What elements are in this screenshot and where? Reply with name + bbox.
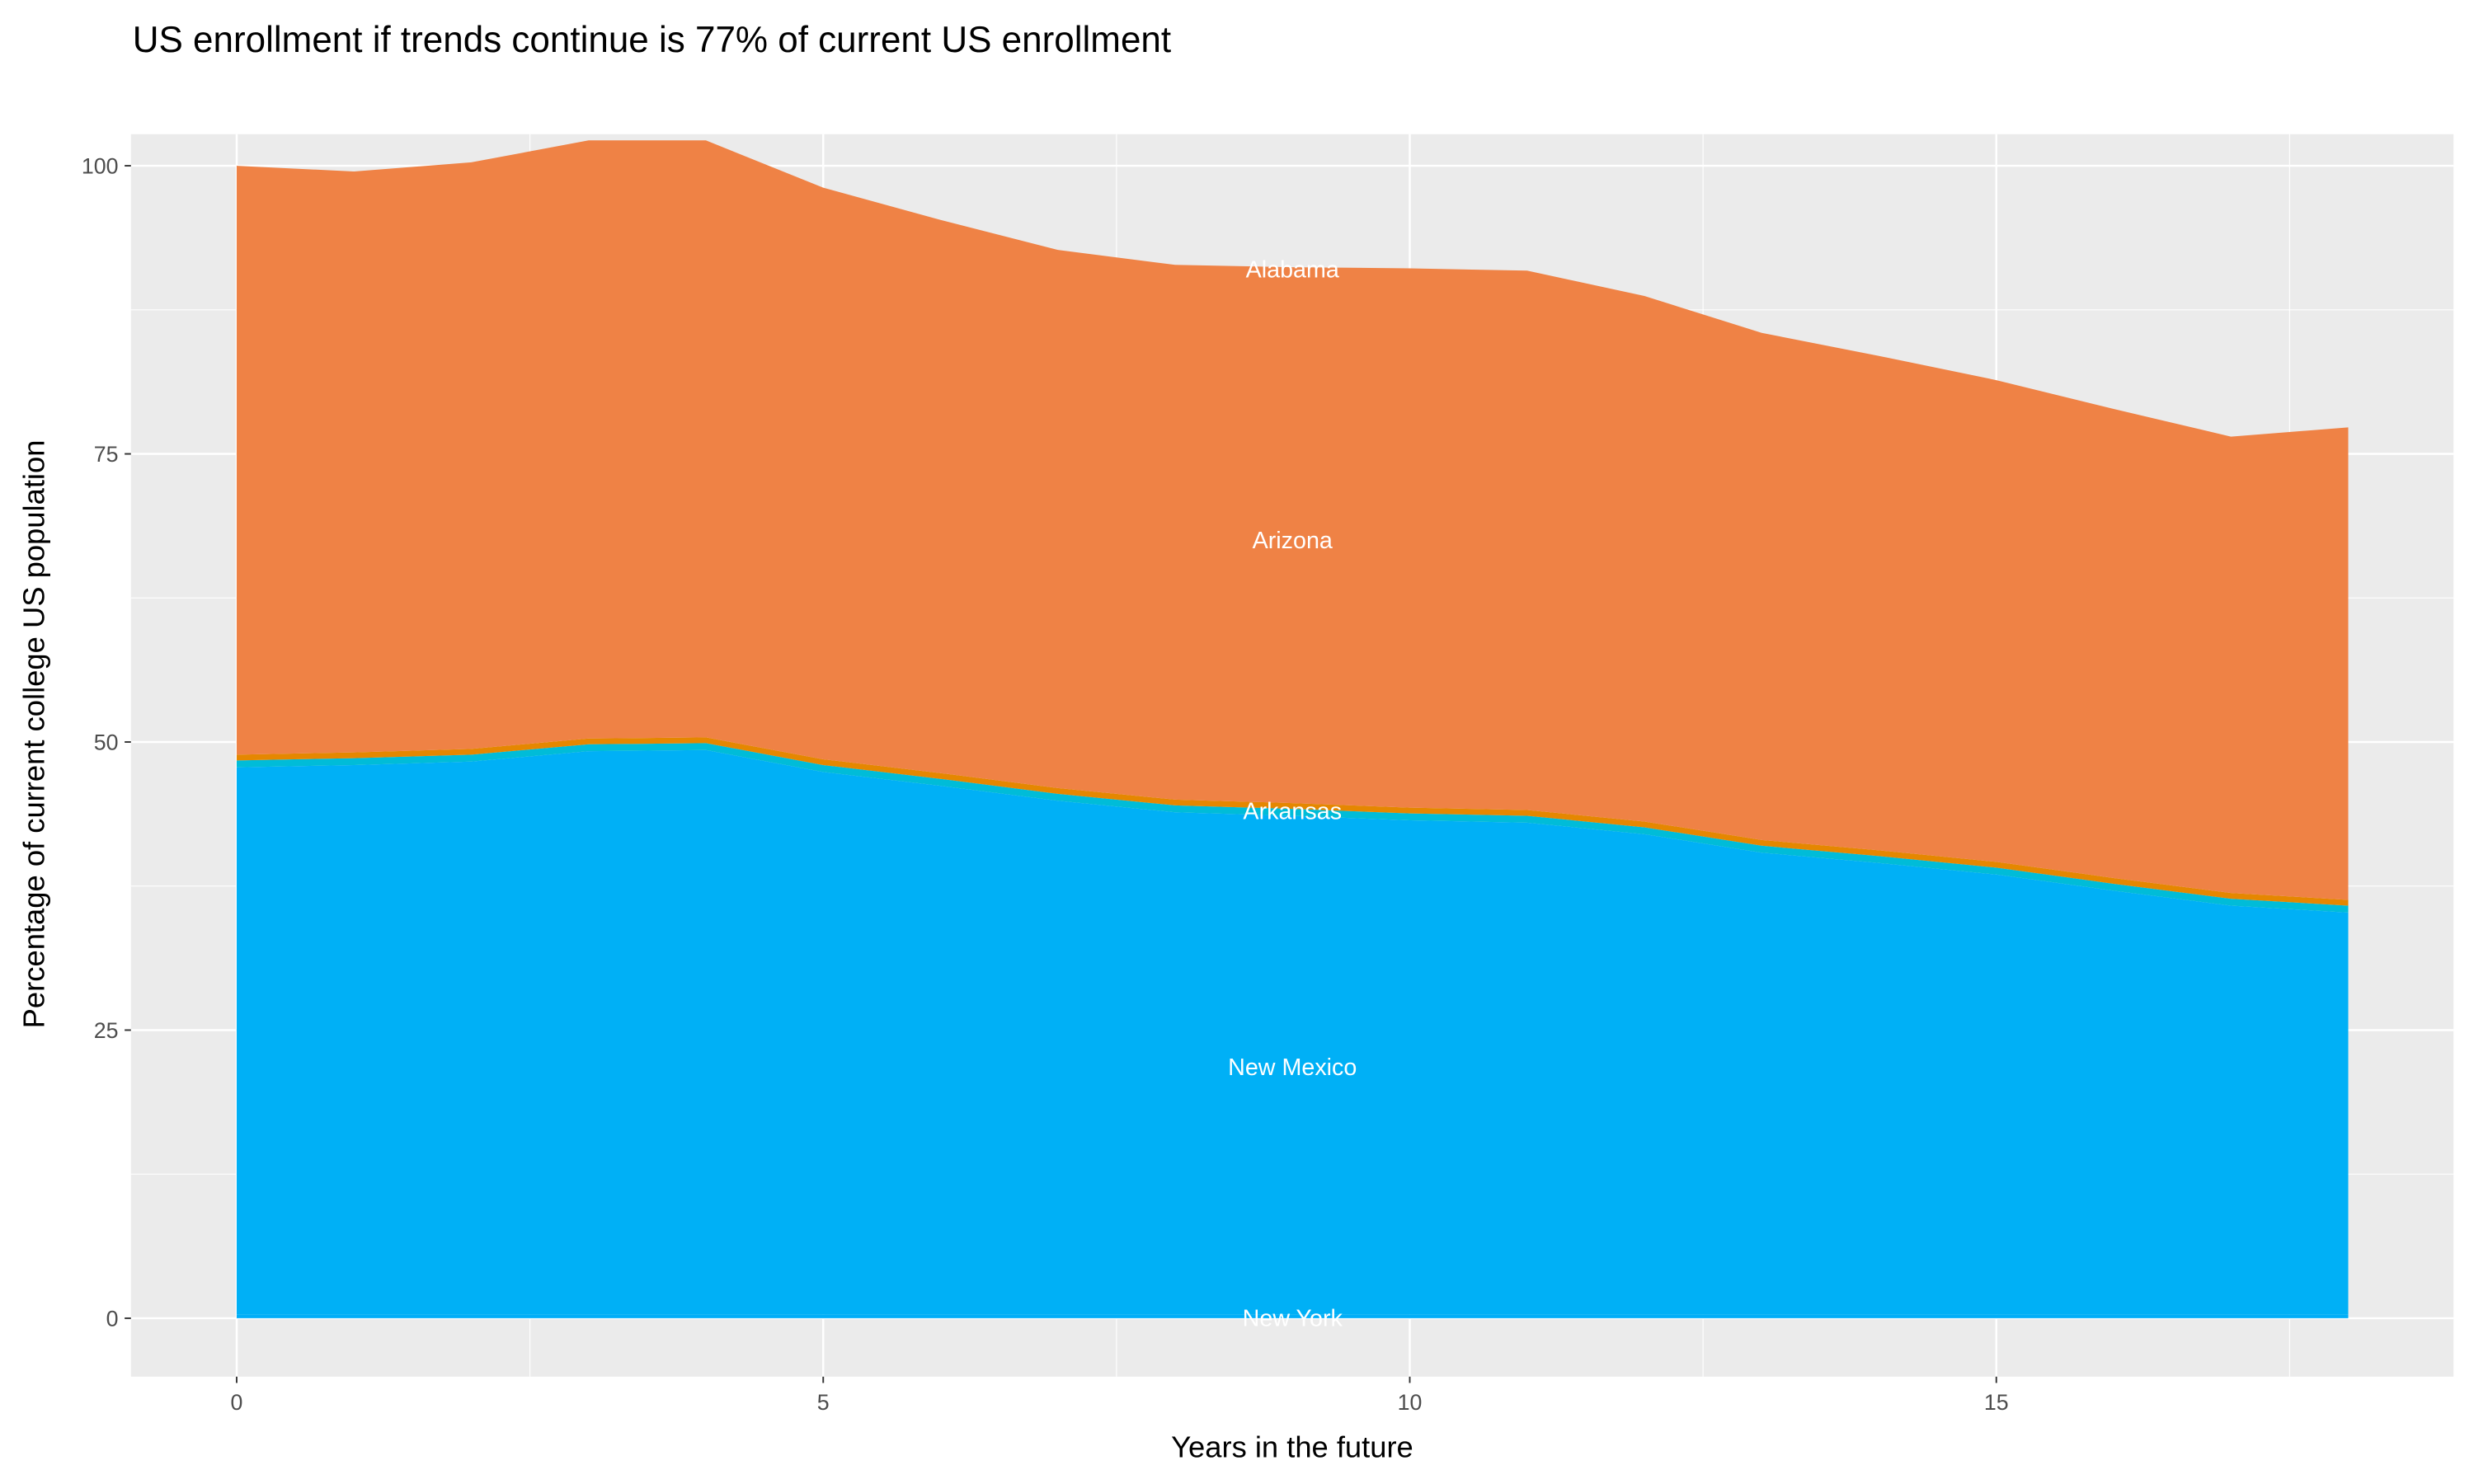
area-layer-3 <box>236 737 2349 906</box>
area-label: New York <box>1243 1306 1343 1332</box>
area-layer-2 <box>236 743 2349 913</box>
y-tick-label: 100 <box>82 154 119 179</box>
area-layer-4 <box>236 140 2349 900</box>
chart-title: US enrollment if trends continue is 77% … <box>133 20 1171 60</box>
y-tick-label: 50 <box>94 730 119 755</box>
y-tick-label: 75 <box>94 442 119 467</box>
area-label: Arkansas <box>1243 798 1342 824</box>
x-tick-label: 10 <box>1398 1390 1423 1415</box>
y-axis-ticks: 0 25 50 75 100 <box>82 154 131 1331</box>
area-label: New Mexico <box>1228 1054 1357 1081</box>
x-tick-label: 5 <box>817 1390 830 1415</box>
area-layer-0 <box>236 1314 2349 1318</box>
area-label: Alabama <box>1246 256 1339 283</box>
x-axis-ticks: 0 5 10 15 <box>231 1376 2009 1415</box>
x-axis-title: Years in the future <box>1171 1430 1413 1463</box>
annotations: Alabama Arizona Arkansas New Mexico New York <box>1228 256 1357 1331</box>
x-tick-label: 15 <box>1984 1390 2009 1415</box>
area-label: Arizona <box>1253 528 1333 554</box>
x-tick-label: 0 <box>231 1390 243 1415</box>
y-axis-title: Percentage of current college US populat… <box>17 440 51 1029</box>
y-tick-label: 0 <box>106 1307 119 1331</box>
area-layers <box>236 140 2349 1318</box>
area-layer-1 <box>236 749 2349 1315</box>
y-tick-label: 25 <box>94 1018 119 1043</box>
